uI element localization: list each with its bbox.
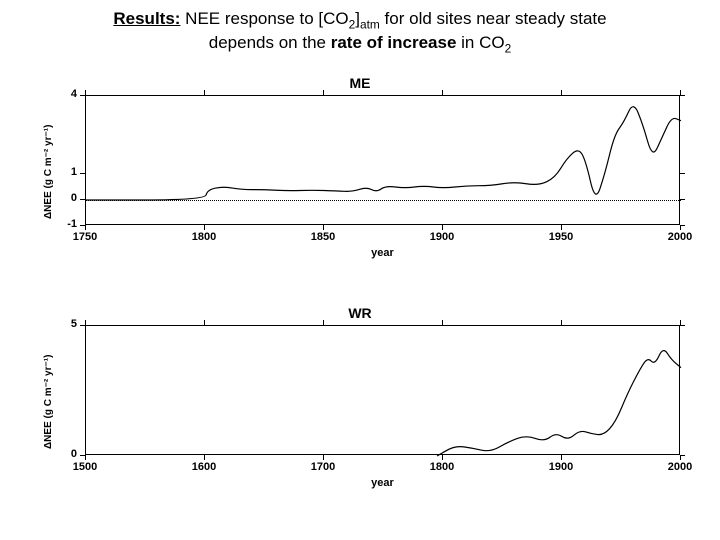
y-tick-mark: [80, 199, 85, 200]
chart-panel-me: ME ΔNEE (g C m⁻² yr⁻¹) year 1750 1800 1850…: [0, 75, 720, 275]
y-axis-label-wr: ΔNEE (g C m⁻² yr⁻¹): [43, 355, 54, 449]
y-tick-mark: [80, 95, 85, 96]
y-tick-mark: [80, 325, 85, 326]
x-tick-mark: [85, 455, 86, 460]
slide-title: Results: NEE response to [CO2]atm for ol…: [0, 8, 720, 57]
x-tick-mark: [442, 225, 443, 230]
x-tick-label: 2000: [662, 461, 698, 473]
x-tick-mark: [323, 225, 324, 230]
plot-area-wr: [85, 325, 680, 455]
x-tick-mark: [442, 455, 443, 460]
x-tick-mark-top: [561, 320, 562, 325]
x-tick-label: 1950: [543, 231, 579, 243]
y-tick-label: 5: [71, 318, 77, 330]
x-tick-mark-top: [204, 320, 205, 325]
title-line2-sub: 2: [505, 42, 512, 56]
x-tick-label: 1800: [186, 231, 222, 243]
y-tick-mark-right: [680, 199, 685, 200]
title-prefix: Results:: [113, 9, 180, 28]
title-line-1: Results: NEE response to [CO2]atm for ol…: [0, 8, 720, 32]
y-tick-mark-right: [680, 173, 685, 174]
series-line: [437, 351, 681, 456]
plot-area-me: [85, 95, 680, 225]
data-series: [86, 96, 681, 226]
x-tick-mark: [561, 455, 562, 460]
chart-panel-wr: WR ΔNEE (g C m⁻² yr⁻¹) year 1500 1600 1700…: [0, 305, 720, 505]
chart-title-wr: WR: [0, 305, 720, 321]
x-tick-mark: [680, 225, 681, 230]
y-tick-mark-right: [680, 325, 685, 326]
x-tick-mark: [323, 455, 324, 460]
x-tick-mark-top: [323, 90, 324, 95]
x-tick-mark-top: [204, 90, 205, 95]
x-tick-label: 1900: [424, 231, 460, 243]
title-seg-a: NEE response to [CO: [180, 9, 348, 28]
y-tick-label: 0: [71, 448, 77, 460]
y-tick-mark: [80, 225, 85, 226]
y-tick-mark-right: [680, 95, 685, 96]
chart-title-me: ME: [0, 75, 720, 91]
series-line: [86, 107, 681, 200]
x-axis-label-me: year: [85, 247, 680, 259]
x-tick-mark-top: [442, 90, 443, 95]
x-tick-mark: [85, 225, 86, 230]
y-axis-label-me: ΔNEE (g C m⁻² yr⁻¹): [43, 125, 54, 219]
x-tick-label: 1850: [305, 231, 341, 243]
x-tick-label: 1900: [543, 461, 579, 473]
y-tick-mark-right: [680, 225, 685, 226]
title-line2-bold: rate of increase: [331, 33, 457, 52]
x-tick-mark: [204, 225, 205, 230]
x-tick-mark-top: [323, 320, 324, 325]
x-tick-mark-top: [561, 90, 562, 95]
y-tick-label: -1: [67, 218, 77, 230]
x-tick-label: 1750: [67, 231, 103, 243]
y-tick-mark: [80, 173, 85, 174]
x-tick-mark: [680, 455, 681, 460]
y-tick-label: 1: [71, 166, 77, 178]
y-tick-mark-right: [680, 455, 685, 456]
x-tick-label: 1700: [305, 461, 341, 473]
x-tick-mark-top: [442, 320, 443, 325]
title-seg-c: for old sites near steady state: [380, 9, 607, 28]
x-axis-label-wr: year: [85, 477, 680, 489]
title-line2-b: in CO: [456, 33, 504, 52]
x-tick-mark: [561, 225, 562, 230]
title-line2-a: depends on the: [209, 33, 331, 52]
y-tick-label: 4: [71, 88, 77, 100]
y-tick-label: 0: [71, 192, 77, 204]
x-tick-label: 2000: [662, 231, 698, 243]
y-tick-mark: [80, 455, 85, 456]
x-tick-label: 1500: [67, 461, 103, 473]
x-tick-label: 1800: [424, 461, 460, 473]
title-sub-2: atm: [360, 17, 380, 31]
title-line-2: depends on the rate of increase in CO2: [0, 32, 720, 56]
data-series: [86, 326, 681, 456]
x-tick-mark: [204, 455, 205, 460]
x-tick-label: 1600: [186, 461, 222, 473]
